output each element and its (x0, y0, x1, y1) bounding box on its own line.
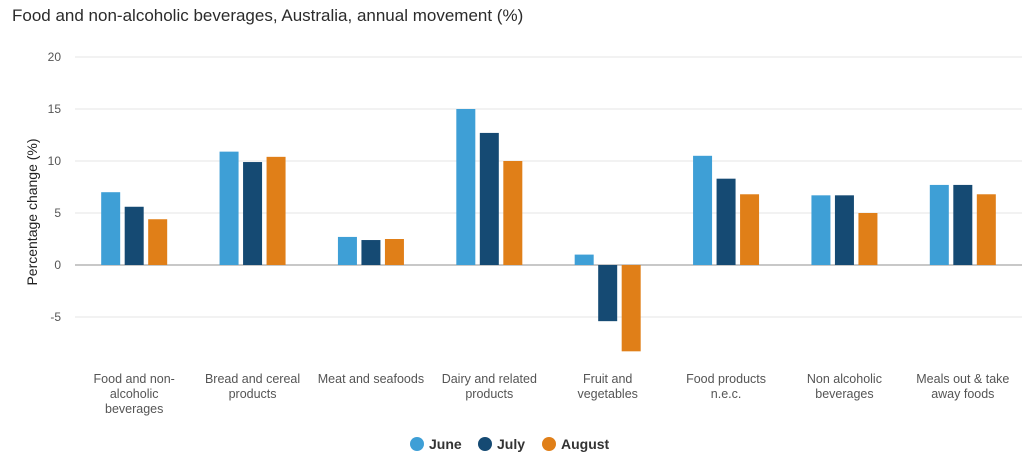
bar[interactable] (384, 239, 404, 265)
x-category-label: Meals out & take away foods (916, 372, 1009, 401)
gridlines (75, 56, 1022, 318)
bar[interactable] (337, 236, 357, 265)
bar[interactable] (503, 161, 523, 265)
bar[interactable] (101, 192, 121, 265)
bar[interactable] (858, 213, 878, 265)
legend[interactable]: June July August (410, 436, 610, 452)
legend-item[interactable]: June (410, 436, 462, 452)
y-tick-label: 15 (48, 102, 62, 116)
chart-title: Food and non-alcoholic beverages, Austra… (12, 6, 524, 25)
x-category-label: Food and non-alcoholic beverages (94, 372, 175, 416)
bar[interactable] (621, 265, 641, 352)
y-axis-label: Percentage change (%) (24, 138, 40, 285)
legend-label: July (497, 436, 525, 452)
bar[interactable] (124, 206, 144, 265)
bar[interactable] (834, 195, 854, 265)
bar[interactable] (456, 109, 476, 265)
bar[interactable] (811, 195, 831, 265)
x-category-label: Bread and cereal products (205, 372, 300, 401)
x-category-label: Food products n.e.c. (686, 372, 766, 401)
bar[interactable] (740, 194, 760, 265)
x-axis-categories: Food and non-alcoholic beverages Bread and… (94, 372, 1010, 416)
legend-label: August (561, 436, 610, 452)
x-category-label: Dairy and related products (442, 372, 537, 401)
bar[interactable] (266, 156, 286, 265)
y-tick-label: 5 (54, 206, 61, 220)
y-tick-label: 0 (54, 258, 61, 272)
x-category-label: Fruit and vegetables (577, 372, 637, 401)
bar[interactable] (479, 132, 499, 265)
bar[interactable] (693, 155, 713, 265)
y-tick-label: -5 (50, 310, 61, 324)
y-tick-label: 10 (48, 154, 62, 168)
bar[interactable] (219, 151, 239, 265)
bar[interactable] (953, 184, 973, 265)
bar[interactable] (361, 240, 381, 265)
legend-item[interactable]: July (478, 436, 525, 452)
bar[interactable] (574, 254, 594, 265)
legend-item[interactable]: August (542, 436, 610, 452)
bar[interactable] (148, 219, 168, 265)
bars (101, 109, 996, 352)
legend-marker (478, 437, 492, 451)
bar[interactable] (598, 265, 618, 322)
y-tick-label: 20 (48, 50, 62, 64)
legend-marker (410, 437, 424, 451)
bar[interactable] (976, 194, 996, 265)
bar[interactable] (243, 162, 263, 265)
bar[interactable] (929, 184, 949, 265)
legend-label: June (429, 436, 462, 452)
x-category-label: Non alcoholic beverages (807, 372, 882, 401)
legend-marker (542, 437, 556, 451)
x-category-label: Meat and seafoods (318, 372, 424, 386)
bar[interactable] (716, 178, 736, 265)
y-axis-ticks: 20 15 10 5 0 -5 (48, 50, 62, 324)
